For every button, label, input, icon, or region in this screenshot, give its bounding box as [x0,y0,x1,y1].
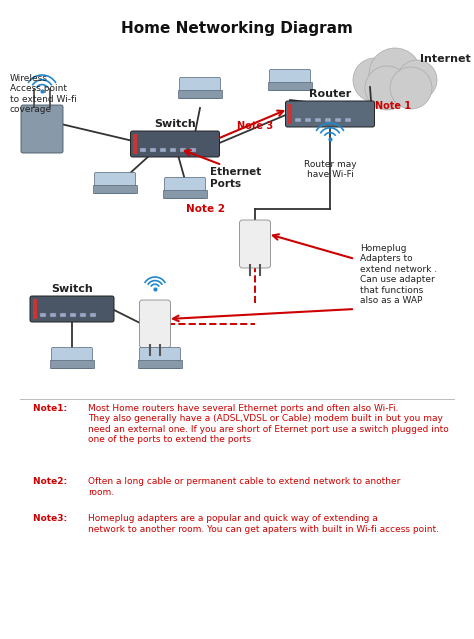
Text: Router: Router [309,89,351,99]
Circle shape [390,67,432,109]
Text: Most Home routers have several Ethernet ports and often also Wi-Fi.
They also ge: Most Home routers have several Ethernet … [88,404,448,444]
Text: Ethernet
Ports: Ethernet Ports [210,167,261,189]
Bar [90,313,96,317]
Text: Note 3: Note 3 [237,121,273,131]
Text: Router may
have Wi-Fi: Router may have Wi-Fi [304,160,356,180]
FancyBboxPatch shape [270,70,310,91]
Circle shape [353,58,397,102]
Bar [93,185,137,193]
Bar [50,313,56,317]
Circle shape [369,48,421,100]
Text: Homeplug adapters are a popular and quick way of extending a
network to another : Homeplug adapters are a popular and quic… [88,514,439,534]
Text: Note2:: Note2: [33,477,71,486]
FancyBboxPatch shape [30,296,114,322]
Text: Homeplug
Adapters to
extend network .
Can use adapter
that functions
also as a W: Homeplug Adapters to extend network . Ca… [360,244,437,305]
Text: Note3:: Note3: [33,514,71,523]
Circle shape [397,60,437,100]
Bar [181,148,186,152]
Bar [161,148,166,152]
Text: Internet: Internet [420,54,471,64]
Bar [336,118,341,122]
Circle shape [365,66,409,110]
Bar [178,90,222,98]
FancyBboxPatch shape [239,220,271,268]
Bar [134,134,137,154]
Bar [191,148,197,152]
FancyBboxPatch shape [180,77,220,98]
FancyBboxPatch shape [94,173,136,194]
Bar [140,148,146,152]
FancyBboxPatch shape [139,300,171,348]
Bar [268,82,312,90]
Text: Switch: Switch [154,119,196,129]
Bar [289,104,292,124]
Bar [50,360,94,368]
Bar [40,313,46,317]
Bar [346,118,352,122]
FancyBboxPatch shape [285,101,374,127]
Text: Switch: Switch [51,284,93,294]
Text: Home Networking Diagram: Home Networking Diagram [121,21,353,36]
FancyBboxPatch shape [21,105,63,153]
FancyBboxPatch shape [52,348,92,369]
Bar [151,148,156,152]
Bar [163,190,207,198]
Bar [80,313,86,317]
Bar [60,313,66,317]
Bar [70,313,76,317]
FancyBboxPatch shape [130,131,219,157]
Text: Note 2: Note 2 [186,204,225,214]
FancyBboxPatch shape [139,348,181,369]
FancyBboxPatch shape [164,178,206,199]
Text: Wireless
Access point
to extend Wi-fi
coverage: Wireless Access point to extend Wi-fi co… [10,74,77,114]
Text: Note 1: Note 1 [375,101,411,111]
Bar [33,299,37,319]
Bar [326,118,331,122]
Text: Note1:: Note1: [33,404,71,413]
Bar [138,360,182,368]
Bar [306,118,311,122]
Bar [295,118,301,122]
Bar [171,148,176,152]
Text: Often a long cable or permanent cable to extend network to another
room.: Often a long cable or permanent cable to… [88,477,400,497]
Bar [316,118,321,122]
